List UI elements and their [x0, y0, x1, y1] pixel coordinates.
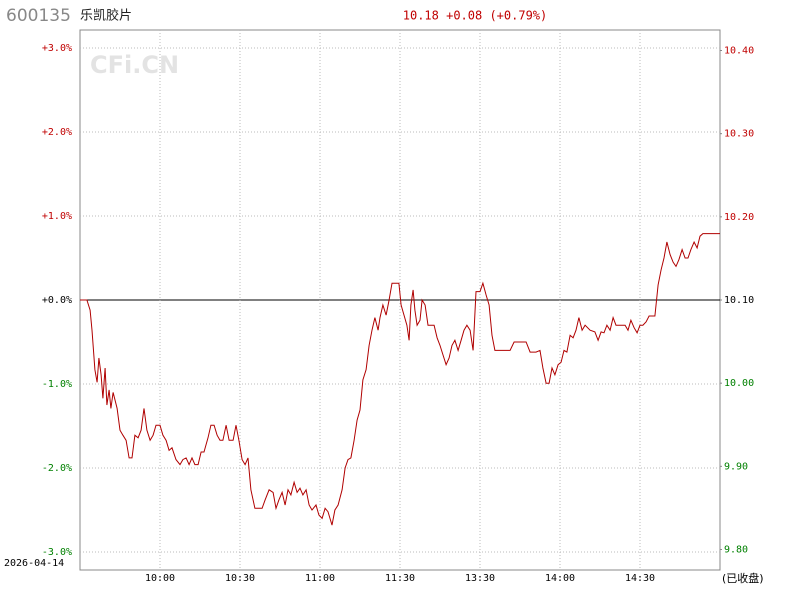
y-tick-label: -1.0%	[42, 379, 72, 390]
date: 2026-04-14	[4, 558, 64, 569]
x-tick-label: 13:30	[465, 573, 495, 584]
quote: 10.18 +0.08 (+0.79%)	[403, 9, 548, 23]
y-tick-label: +2.0%	[42, 127, 72, 138]
stock-name: 乐凯胶片	[80, 8, 132, 24]
x-tick-label: 10:00	[145, 573, 175, 584]
watermark: CFi.CN	[90, 51, 179, 79]
y2-tick-label: 9.80	[724, 545, 748, 556]
y-tick-label: +3.0%	[42, 43, 72, 54]
price-line	[80, 233, 720, 526]
x-tick-label: 14:00	[545, 573, 575, 584]
y2-tick-label: 10.00	[724, 378, 754, 389]
x-tick-label: 10:30	[225, 573, 255, 584]
y2-tick-label: 10.10	[724, 295, 754, 306]
stock-code: 600135	[6, 6, 71, 26]
x-tick-label: 11:30	[385, 573, 415, 584]
y2-tick-label: 9.90	[724, 461, 748, 472]
y-tick-label: -3.0%	[42, 547, 72, 558]
x-tick-label: 11:00	[305, 573, 335, 584]
x-tick-label: 14:30	[625, 573, 655, 584]
y-tick-label: +1.0%	[42, 211, 72, 222]
y-tick-label: +0.0%	[42, 295, 72, 306]
y2-tick-label: 10.30	[724, 129, 754, 140]
y2-tick-label: 10.20	[724, 212, 754, 223]
y-tick-label: -2.0%	[42, 463, 72, 474]
status: (已收盘)	[722, 571, 764, 585]
y2-tick-label: 10.40	[724, 45, 754, 56]
